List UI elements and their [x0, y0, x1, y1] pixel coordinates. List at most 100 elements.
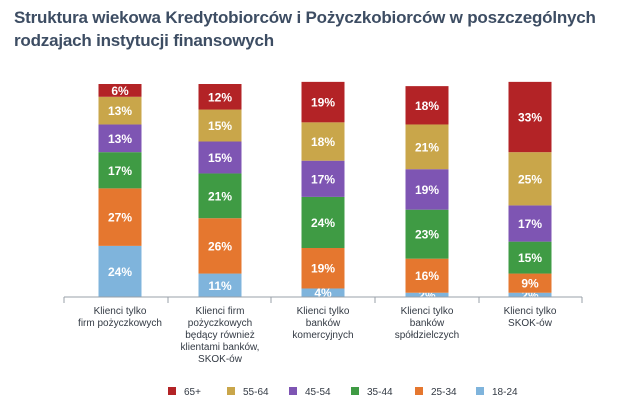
data-label: 17%: [311, 172, 335, 186]
data-label: 26%: [208, 239, 232, 253]
bars-layer: 24%27%17%13%13%6%11%26%21%15%15%12%4%19%…: [98, 81, 552, 302]
data-label: 13%: [108, 132, 132, 146]
category-label: Klienci tylko SKOK-ów: [504, 306, 557, 329]
category-label-line: komercyjnych: [292, 330, 353, 341]
data-label: 6%: [111, 84, 129, 98]
category-label-line: SKOK-ów: [198, 354, 243, 365]
category-label-line: spółdzielczych: [395, 330, 459, 341]
bar-segment-18-24: [405, 292, 449, 297]
bar-segment-35-44: [98, 152, 142, 189]
legend-label: 45-54: [305, 387, 331, 398]
category-label-line: będący również: [185, 330, 254, 341]
data-label: 23%: [415, 228, 439, 242]
data-label: 13%: [108, 104, 132, 118]
legend-item-55-64: 55-64: [227, 387, 269, 398]
bar-stack: 4%19%24%17%18%19%: [301, 81, 345, 300]
category-label-line: Klienci tylko: [401, 306, 454, 317]
data-label: 24%: [311, 216, 335, 230]
bar-stack: 11% 26% 21% 15% 15% 12%: [198, 84, 242, 297]
legend-swatch: [168, 387, 176, 395]
bar-segment-25-34: [98, 188, 142, 246]
bar-segment-45-54: [301, 160, 345, 197]
bar-segment-55-64: [405, 124, 449, 170]
bar-segment-65+: [98, 84, 142, 97]
bar-segment-45-54: [98, 124, 142, 153]
category-label: Klienci tylko banków spółdzielczych: [395, 306, 459, 341]
legend-label: 35-44: [367, 387, 393, 398]
bar-segment-35-44: [198, 173, 242, 219]
category-label-line: pożyczkowych: [188, 318, 252, 329]
bar-stack: 2%9%15%17%25%33%: [508, 81, 552, 302]
bar-stack: 2%16%23%19%21%18%: [405, 86, 449, 302]
data-label: 33%: [518, 111, 542, 125]
bar-segment-55-64: [198, 109, 242, 142]
data-label: 9%: [521, 277, 539, 291]
bar-stack: 24% 27% 17% 13% 13% 6%: [98, 84, 142, 297]
data-label: 21%: [208, 189, 232, 203]
legend-label: 18-24: [492, 387, 518, 398]
bar-segment-65+: [405, 86, 449, 125]
data-label: 19%: [415, 183, 439, 197]
category-label-line: banków: [306, 318, 341, 329]
legend-label: 25-34: [431, 387, 457, 398]
legend-item-35-44: 35-44: [351, 387, 393, 398]
bar-segment-18-24: [508, 292, 552, 297]
data-label: 15%: [518, 251, 542, 265]
data-label: 11%: [208, 279, 232, 293]
category-label-line: Klienci firm: [196, 306, 245, 317]
category-label: Klienci tylko banków komercyjnych: [292, 306, 353, 341]
bar-segment-18-24: [301, 288, 345, 297]
data-label: 16%: [415, 269, 439, 283]
bar-segment-45-54: [405, 169, 449, 210]
bar-segment-65+: [198, 84, 242, 110]
data-label: 18%: [311, 135, 335, 149]
bar-segment-25-34: [301, 248, 345, 289]
bar-segment-65+: [301, 81, 345, 123]
bar-segment-55-64: [98, 96, 142, 125]
data-label: 21%: [415, 140, 439, 154]
bar-segment-45-54: [198, 141, 242, 174]
data-label: 15%: [208, 119, 232, 133]
data-label: 24%: [108, 265, 132, 279]
data-label: 17%: [518, 217, 542, 231]
bar-segment-35-44: [301, 196, 345, 249]
bar-segment-25-34: [198, 218, 242, 274]
category-label-line: SKOK-ów: [508, 318, 553, 329]
legend-swatch: [476, 387, 484, 395]
bar-segment-25-34: [405, 258, 449, 293]
bar-segment-55-64: [301, 122, 345, 161]
data-label: 25%: [518, 172, 542, 186]
category-label-line: banków: [410, 318, 445, 329]
legend-swatch: [415, 387, 423, 395]
category-label-line: Klienci tylko: [504, 306, 557, 317]
data-label: 15%: [208, 151, 232, 165]
data-label: 27%: [108, 211, 132, 225]
data-label: 17%: [108, 164, 132, 178]
legend-item-65+: 65+: [168, 387, 201, 398]
legend-item-25-34: 25-34: [415, 387, 457, 398]
legend: 65+ 55-64 45-54 35-44 25-34 18-24: [168, 387, 518, 398]
data-label: 18%: [415, 99, 439, 113]
bar-segment-18-24: [198, 273, 242, 297]
data-label: 12%: [208, 90, 232, 104]
bar-segment-45-54: [508, 205, 552, 242]
bar-segment-35-44: [508, 241, 552, 274]
legend-item-45-54: 45-54: [289, 387, 331, 398]
category-label: Klienci firm pożyczkowych będący również kl…: [181, 306, 260, 365]
bar-segment-25-34: [508, 273, 552, 293]
bar-segment-55-64: [508, 152, 552, 206]
bar-segment-18-24: [98, 245, 142, 297]
category-label-line: Klienci tylko: [297, 306, 350, 317]
chart-title: Struktura wiekowa Kredytobiorców i Pożyc…: [14, 8, 596, 50]
legend-label: 55-64: [243, 387, 269, 398]
data-label: 19%: [311, 96, 335, 110]
legend-swatch: [227, 387, 235, 395]
bar-segment-65+: [508, 81, 552, 153]
category-label: Klienci tylko firm pożyczkowych: [78, 306, 162, 329]
legend-swatch: [289, 387, 297, 395]
legend-label: 65+: [184, 387, 201, 398]
category-label-line: firm pożyczkowych: [78, 318, 162, 329]
category-label-line: Klienci tylko: [94, 306, 147, 317]
